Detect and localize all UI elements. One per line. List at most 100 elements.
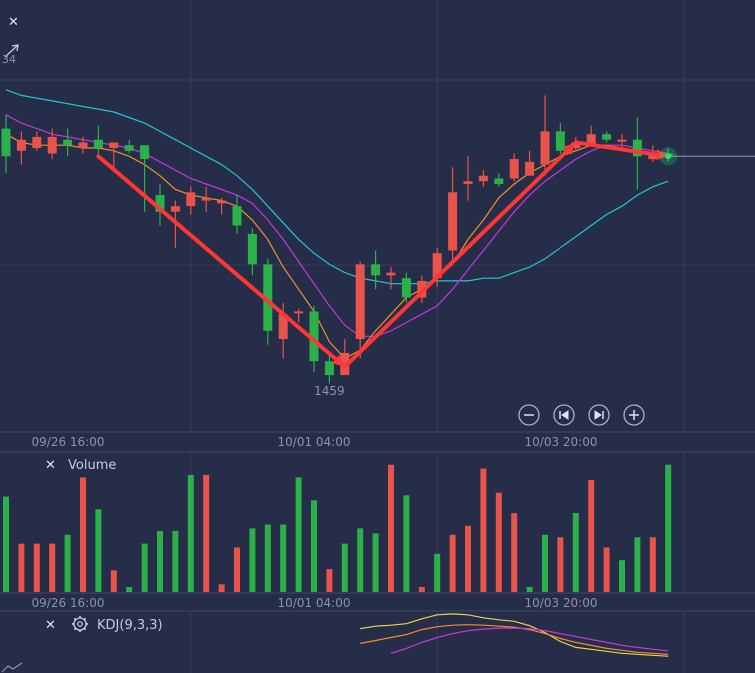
volume-bar — [388, 464, 394, 592]
volume-panel-title: Volume — [68, 458, 116, 473]
volume-bar — [372, 533, 379, 592]
volume-bar — [588, 480, 595, 592]
volume-bar — [172, 530, 179, 592]
candle-body — [324, 361, 334, 376]
candle-body — [309, 311, 319, 362]
candle-body — [401, 278, 411, 298]
trend-arrow-shaft — [573, 140, 659, 157]
volume-bar — [187, 474, 194, 592]
candle-body — [263, 264, 273, 331]
volume-bar — [49, 543, 56, 592]
trend-arrow-shaft — [342, 148, 570, 369]
candle-body — [632, 139, 642, 157]
last-price — [659, 147, 755, 166]
x-tick-label: 09/26 16:00 — [32, 596, 105, 610]
candle-body — [1, 128, 11, 157]
x-tick-label: 10/01 04:00 — [278, 435, 351, 449]
volume-close-icon[interactable]: ✕ — [45, 458, 56, 473]
candle-body — [201, 197, 211, 201]
candle-body — [170, 206, 180, 212]
collapse-icon[interactable] — [4, 44, 19, 58]
volume-bar — [249, 528, 256, 592]
candle-body — [586, 134, 596, 146]
volume-bar — [141, 543, 148, 592]
volume-bar — [95, 509, 102, 592]
volume-bar — [526, 587, 533, 592]
ma-slow-line — [5, 89, 669, 285]
candle-body — [386, 272, 396, 276]
go-first-button[interactable] — [553, 404, 575, 426]
trend-arrow-shaft — [96, 154, 338, 361]
volume-bar — [465, 525, 471, 592]
candle-body — [247, 233, 257, 265]
candle-body — [63, 139, 73, 146]
volume-bar — [218, 584, 225, 592]
x-tick-label: 10/01 04:00 — [278, 596, 351, 610]
candle-body — [478, 175, 488, 182]
volume-bar — [64, 534, 71, 592]
kdj-panel-title: KDJ(9,3,3) — [97, 618, 163, 633]
volume-bar — [3, 496, 9, 592]
volume-bar — [495, 492, 502, 592]
volume-bar — [511, 513, 518, 592]
candle-body — [78, 142, 88, 148]
candle-body — [186, 192, 196, 207]
go-last-button[interactable] — [588, 404, 610, 426]
volume-bar — [557, 537, 564, 592]
indicator-chart-icon — [1, 662, 23, 673]
candle-body — [294, 311, 304, 314]
candle-body — [93, 139, 103, 148]
volume-bars — [3, 464, 672, 592]
candle-body — [648, 153, 658, 160]
volume-bar — [403, 495, 410, 592]
trend-arrow-head — [563, 142, 576, 155]
x-tick-label: 10/03 20:00 — [525, 596, 598, 610]
zoom-out-button[interactable] — [518, 404, 540, 426]
zoom-in-button[interactable] — [623, 404, 645, 426]
close-icon[interactable]: ✕ — [8, 15, 19, 30]
candle-body — [278, 314, 288, 340]
candle-body — [124, 145, 134, 151]
candle-body — [525, 161, 535, 176]
volume-bar — [603, 547, 610, 592]
candle-body — [509, 159, 519, 179]
volume-bar — [33, 543, 40, 592]
candle-body — [16, 139, 26, 151]
candle-body — [463, 181, 473, 184]
trend-arrow-head — [332, 354, 345, 367]
volume-bar — [203, 474, 210, 592]
trend-arrow-head — [655, 149, 669, 160]
candle-body — [140, 145, 150, 160]
volume-bar — [157, 530, 163, 592]
volume-bar — [572, 513, 579, 592]
volume-bar — [665, 464, 672, 592]
x-tick-label: 09/26 16:00 — [32, 435, 105, 449]
low-price-annotation: 1459 — [314, 384, 345, 398]
volume-bar — [264, 524, 271, 592]
candle-body — [155, 195, 165, 212]
volume-bar — [649, 537, 656, 592]
volume-bar — [418, 587, 425, 592]
candle-body — [571, 142, 581, 148]
volume-bar — [542, 534, 548, 592]
volume-bar — [341, 543, 348, 592]
volume-bar — [480, 468, 487, 592]
topleft-label: 34 — [2, 53, 16, 66]
x-tick-label: 10/03 20:00 — [525, 435, 598, 449]
kdj-close-icon[interactable]: ✕ — [45, 618, 56, 633]
candle-body — [494, 178, 504, 184]
candle-body — [47, 136, 57, 154]
candle-body — [371, 264, 381, 276]
candle-body — [448, 192, 458, 251]
volume-bar — [449, 534, 456, 592]
volume-bar — [18, 543, 25, 592]
volume-bar — [619, 560, 625, 592]
candle-body — [617, 139, 627, 142]
candle-body — [555, 131, 565, 151]
volume-bar — [126, 587, 133, 592]
volume-bar — [234, 547, 240, 592]
volume-bar — [326, 569, 333, 592]
candle-body — [217, 200, 227, 204]
volume-bar — [80, 477, 86, 592]
settings-gear-icon[interactable] — [72, 616, 88, 632]
